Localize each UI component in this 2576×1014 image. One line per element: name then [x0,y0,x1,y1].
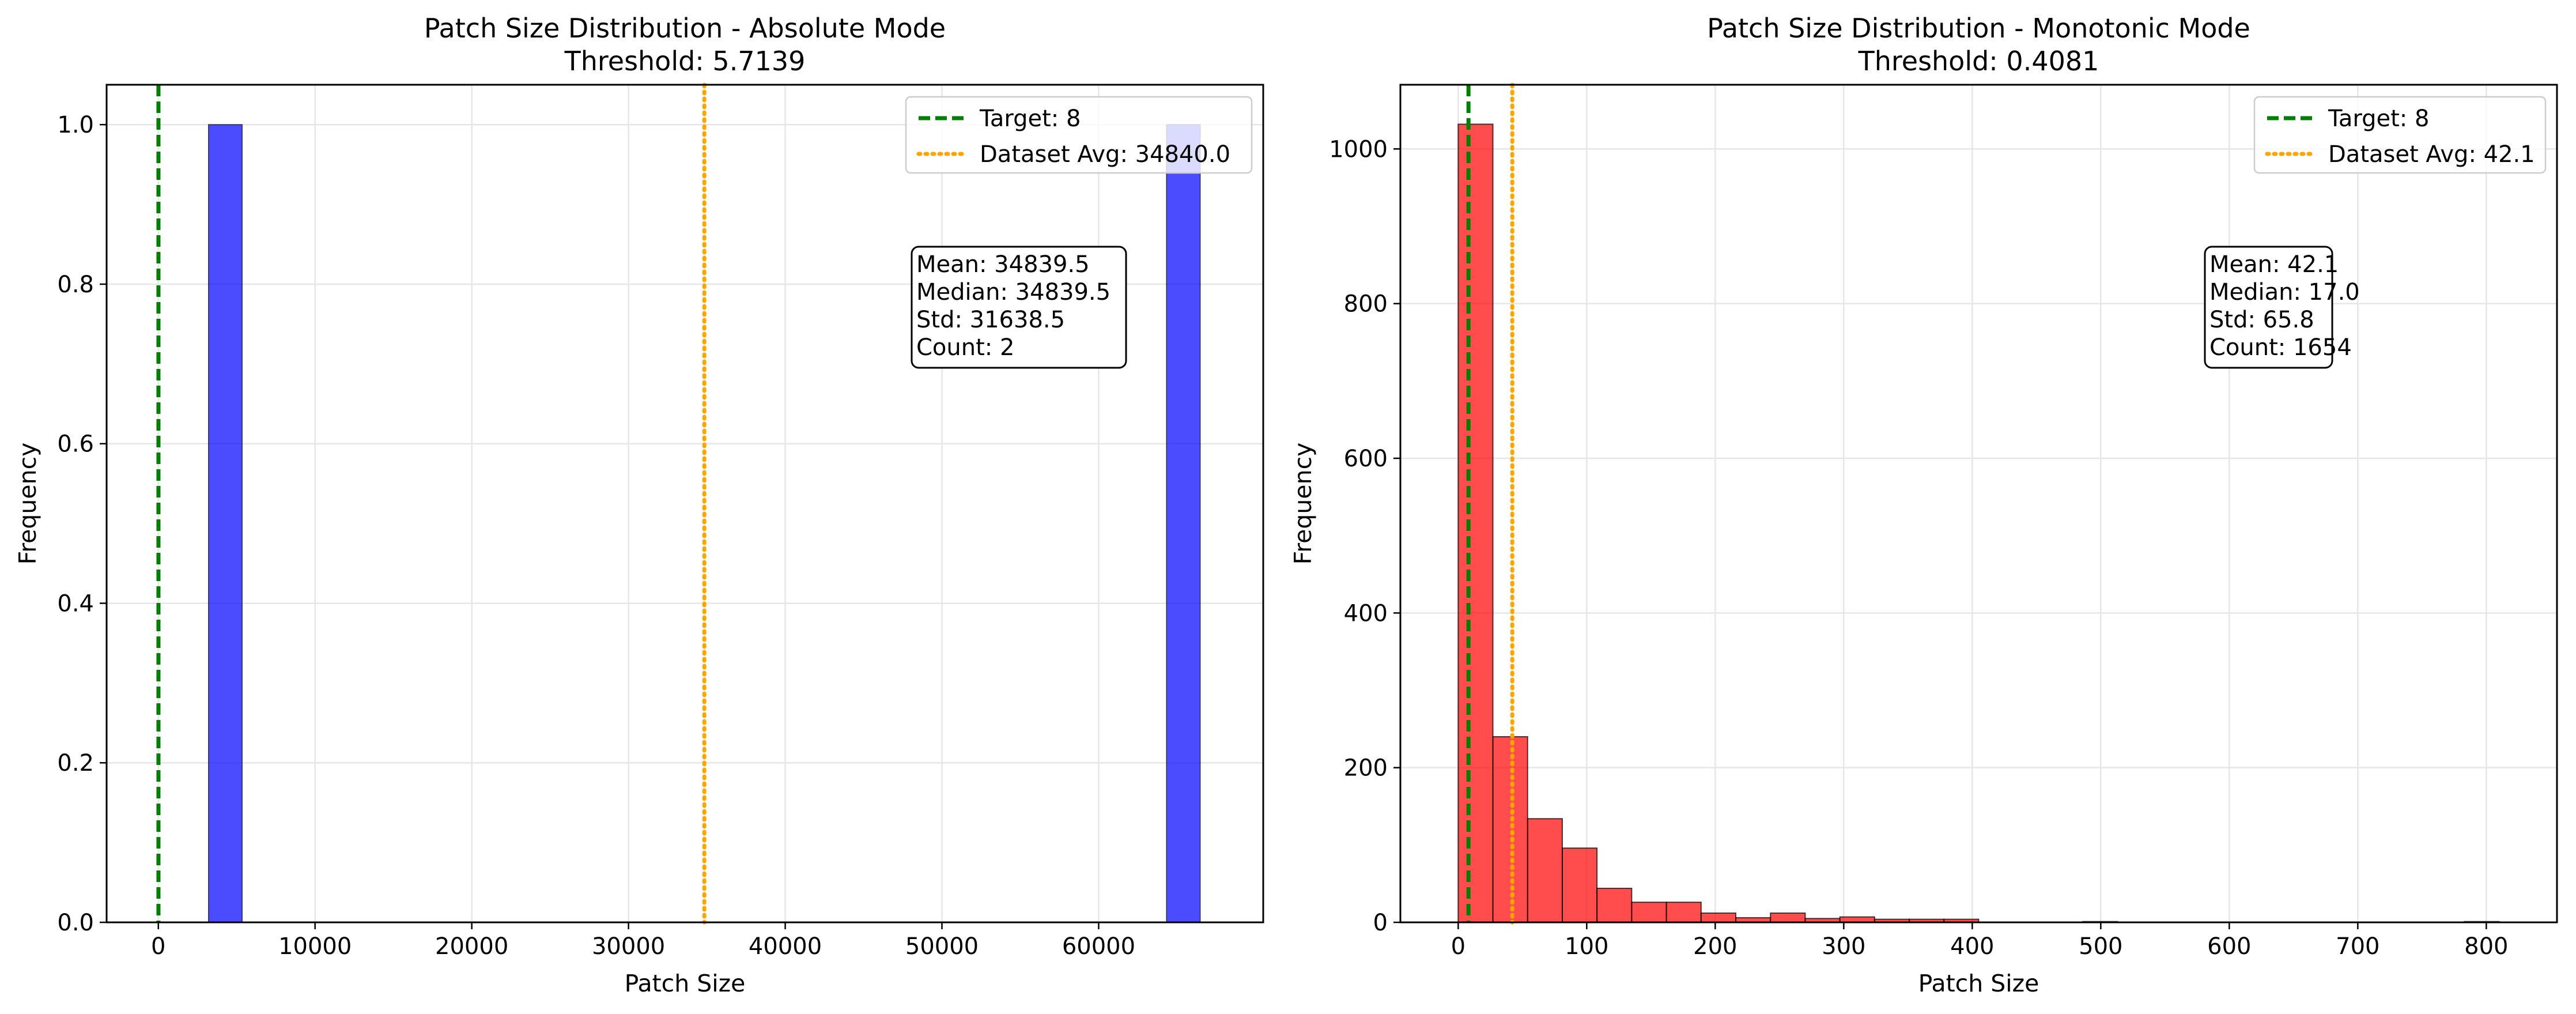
monotonic-xtick-label-4: 400 [1950,933,1994,960]
absolute-legend-label-0: Target: 8 [979,105,1081,132]
absolute-y-axis-label: Frequency [14,443,41,565]
monotonic-x-axis-label: Patch Size [1918,970,2039,997]
monotonic-legend-box [2253,96,2547,174]
absolute-ytick-label-2: 0.4 [57,590,94,617]
absolute-stats-line-3: Count: 2 [916,334,1014,361]
monotonic-bar-6 [1665,902,1702,923]
monotonic-ytick-label-0: 0 [1373,910,1388,936]
monotonic-ytick-label-4: 800 [1344,291,1388,318]
monotonic-bar-0 [1457,123,1494,923]
monotonic-xtick-label-8: 800 [2464,933,2508,960]
absolute-ytick-label-3: 0.6 [57,431,94,458]
monotonic-ytick-label-5: 1000 [1329,136,1388,163]
absolute-xtick-label-6: 60000 [1062,933,1135,960]
monotonic-bar-5 [1631,902,1667,923]
absolute-ytick-label-1: 0.2 [57,750,94,776]
monotonic-axes-frame [1399,84,2558,923]
monotonic-bar-3 [1561,847,1598,923]
monotonic-xtick-label-6: 600 [2207,933,2251,960]
monotonic-bar-9 [1770,912,1806,923]
monotonic-stats-line-2: Std: 65.8 [2209,307,2314,333]
monotonic-xtick-label-1: 100 [1565,933,1608,960]
monotonic-ytick-label-1: 200 [1344,755,1388,782]
absolute-panel: 0 10000 20000 30000 40000 50000 60000 0.0 0.2 0.4… [14,13,1264,997]
monotonic-legend-label-1: Dataset Avg: 42.1 [2328,141,2535,168]
monotonic-ytick-label-2: 400 [1344,600,1388,627]
monotonic-bar-1 [1492,736,1528,923]
absolute-xtick-label-2: 20000 [435,933,508,960]
monotonic-bar-2 [1527,818,1563,923]
monotonic-legend-label-0: Target: 8 [2328,105,2429,132]
monotonic-xtick-label-0: 0 [1451,933,1465,960]
absolute-ytick-label-0: 0.0 [57,910,94,936]
absolute-title: Patch Size Distribution - Absolute Mode [424,13,946,44]
absolute-x-axis-label: Patch Size [625,970,746,997]
absolute-xtick-label-5: 50000 [905,933,979,960]
absolute-stats-line-2: Std: 31638.5 [916,307,1065,333]
absolute-stats-line-1: Median: 34839.5 [916,279,1111,306]
absolute-axes-frame [105,84,1264,923]
absolute-bar-1 [1166,124,1201,923]
absolute-legend-box [905,96,1253,174]
monotonic-bar-4 [1596,887,1633,923]
monotonic-y-axis-label: Frequency [1289,443,1317,565]
absolute-xtick-label-4: 40000 [749,933,822,960]
absolute-bar-0 [208,124,243,923]
absolute-ytick-label-5: 1.0 [57,112,94,138]
absolute-stats-box [911,246,1127,369]
monotonic-xtick-label-5: 500 [2079,933,2122,960]
monotonic-stats-line-0: Mean: 42.1 [2209,251,2339,278]
monotonic-xtick-label-2: 200 [1693,933,1737,960]
absolute-ytick-label-4: 0.8 [57,272,94,298]
monotonic-bar-7 [1700,912,1737,923]
absolute-legend-label-1: Dataset Avg: 34840.0 [980,141,1230,168]
monotonic-ytick-label-3: 600 [1344,446,1388,472]
monotonic-title: Patch Size Distribution - Monotonic Mode [1707,13,2250,44]
monotonic-subtitle: Threshold: 0.4081 [1858,46,2099,77]
absolute-xtick-label-0: 0 [151,933,165,960]
monotonic-xtick-label-3: 300 [1822,933,1865,960]
absolute-xtick-label-3: 30000 [592,933,665,960]
monotonic-stats-line-3: Count: 1654 [2209,334,2352,361]
monotonic-stats-box [2204,246,2333,369]
absolute-xtick-label-1: 10000 [278,933,352,960]
absolute-stats-line-0: Mean: 34839.5 [916,251,1090,278]
absolute-subtitle: Threshold: 5.7139 [564,46,806,77]
monotonic-xtick-label-7: 700 [2336,933,2379,960]
monotonic-panel: 0 100 200 300 400 500 600 700 800 0 200 400 600 800 10… [1289,13,2558,997]
monotonic-stats-line-1: Median: 17.0 [2209,279,2360,306]
